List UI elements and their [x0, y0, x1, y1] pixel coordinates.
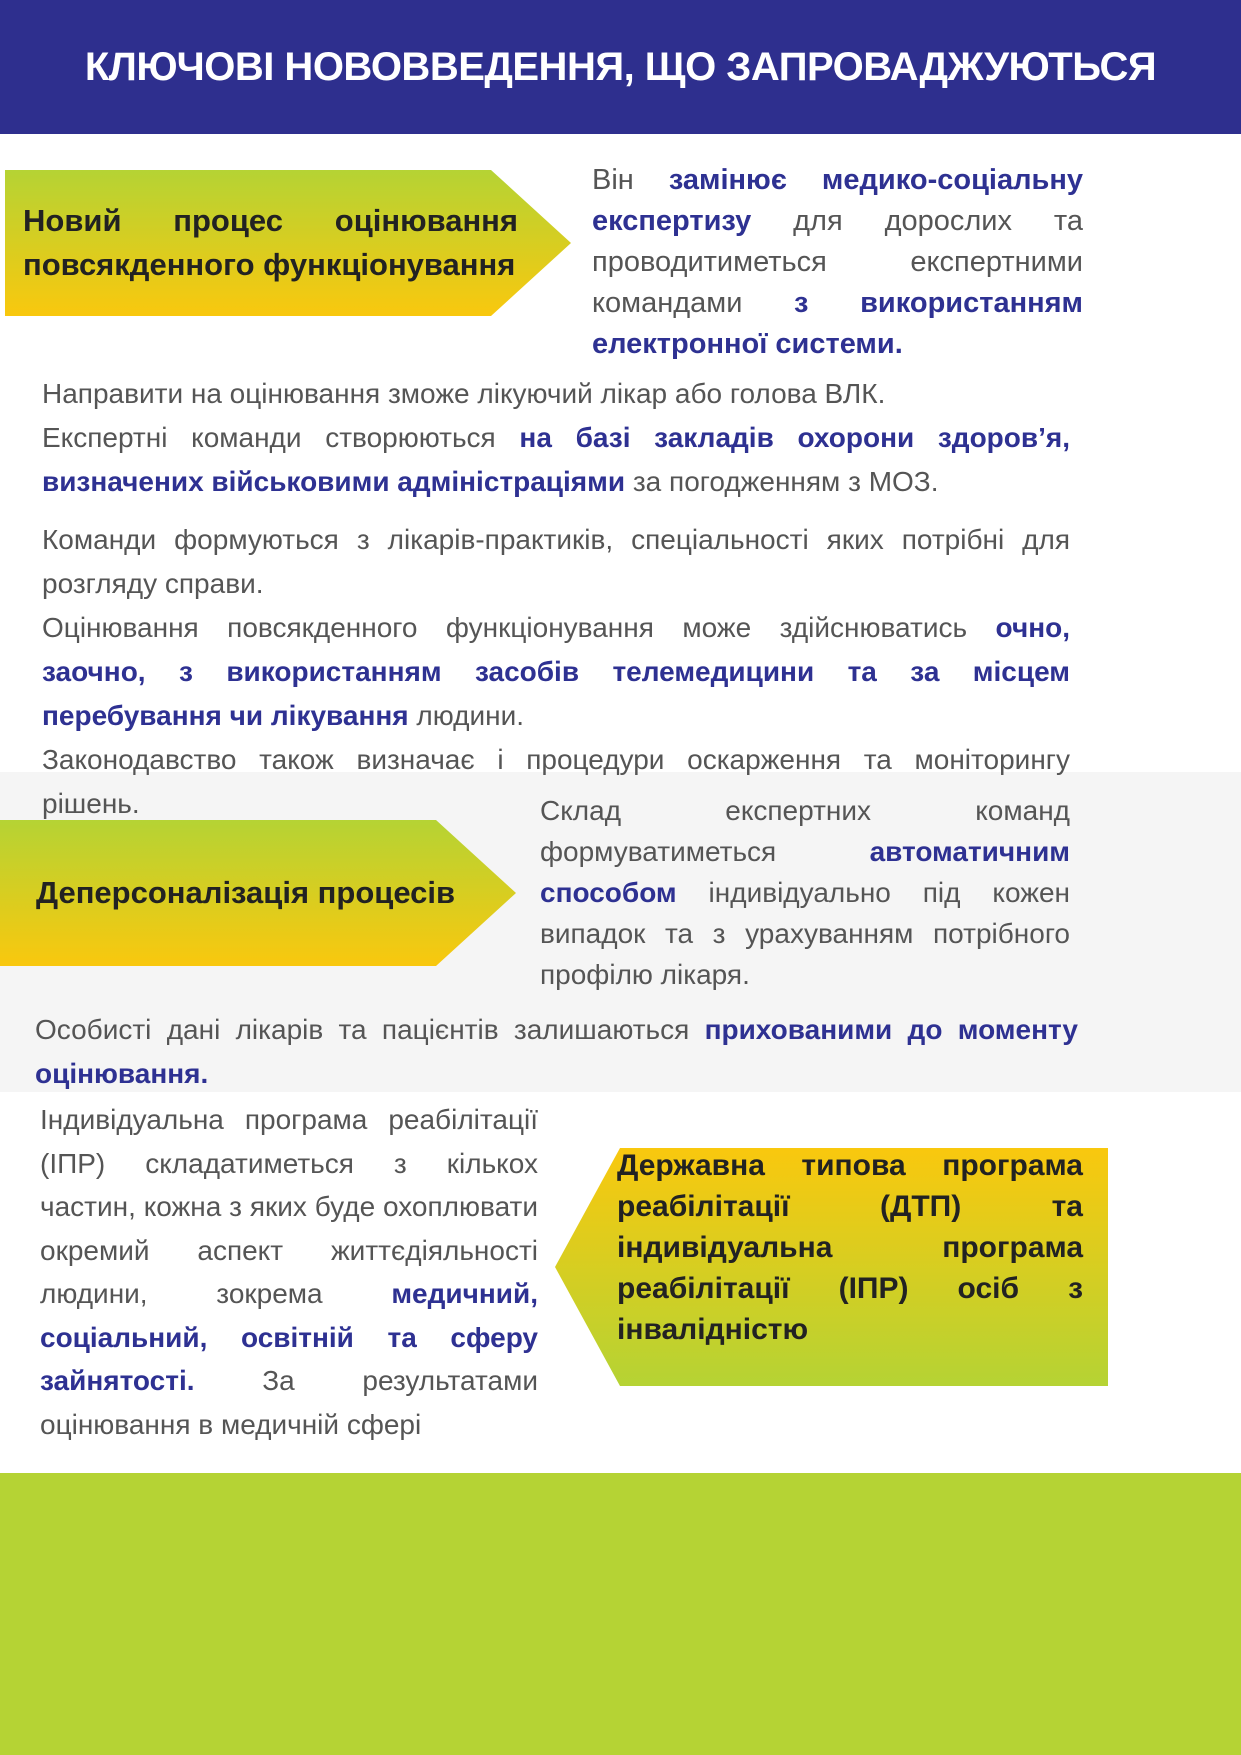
paragraph: Направити на оцінювання зможе лікуючий л…: [42, 372, 1070, 416]
footer-band: [0, 1473, 1241, 1755]
paragraph: Законодавство також визначає і процедури…: [42, 738, 1070, 826]
text-segment: за погодженням з МОЗ.: [625, 466, 939, 497]
text-segment: для дорослих та проводитиметься експертн…: [592, 205, 1083, 319]
text-segment: Експертні команди створюються: [42, 422, 520, 453]
text-segment: Індивідуальна програма реабілітації (ІПР…: [40, 1104, 538, 1309]
paragraph: Особисті дані лікарів та пацієнтів залиш…: [35, 1008, 1078, 1096]
page-header: КЛЮЧОВІ НОВОВВЕДЕННЯ, ЩО ЗАПРОВАДЖУЮТЬСЯ: [0, 0, 1241, 134]
paragraph: Експертні команди створюються на базі за…: [42, 416, 1070, 504]
emphasized-text: прихованими до моменту оцінювання.: [35, 1014, 1078, 1089]
text-segment: Особисті дані лікарів та пацієнтів залиш…: [35, 1014, 705, 1045]
arrow-label: Деперсоналізація процесів: [36, 875, 456, 910]
text-segment: Команди формуються з лікарів-практиків, …: [42, 524, 1070, 599]
paragraph: Він замінює медико-соціальну експертизу …: [592, 160, 1083, 365]
arrow-new-assessment-process: Новий процес оцінювання повсякденного фу…: [5, 170, 571, 316]
arrow-shape-right: [0, 820, 516, 966]
text-segment: Законодавство також визначає і процедури…: [42, 744, 1070, 819]
paragraph: Оцінювання повсякденного функціонування …: [42, 606, 1070, 738]
emphasized-text: з використанням електронної системи.: [592, 287, 1083, 360]
arrow-rehabilitation-programs: Державна типова програма реабілітації (Д…: [555, 1148, 1108, 1386]
arrow-label: Новий процес оцінювання повсякденного фу…: [23, 203, 518, 282]
emphasized-text: очно, заочно, з використанням засобів те…: [42, 612, 1070, 731]
text-segment: За результатами оцінювання в медичній сф…: [40, 1365, 538, 1440]
text-segment: Оцінювання повсякденного функціонування …: [42, 612, 996, 643]
text-segment: індивідуально під кожен випадок та з ура…: [540, 877, 1070, 990]
text-segment: людини.: [408, 700, 524, 731]
arrow-shape-right: [5, 170, 571, 316]
arrow-shape-left: [555, 1148, 1108, 1386]
arrow-label: Державна типова програма реабілітації (Д…: [617, 1148, 1083, 1346]
emphasized-text: замінює медико-соціальну експертизу: [592, 164, 1083, 237]
section1-side-text: Він замінює медико-соціальну експертизу …: [592, 160, 1083, 365]
section1-paragraphs: Направити на оцінювання зможе лікуючий л…: [42, 372, 1070, 826]
emphasized-text: медичний, соціальний, освітній та сферу …: [40, 1278, 538, 1396]
emphasized-text: на базі закладів охорони здоров’я, визна…: [42, 422, 1070, 497]
text-segment: Склад експертних команд формуватиметься: [540, 795, 1070, 867]
text-segment: Він: [592, 164, 669, 196]
section2-paragraph: Особисті дані лікарів та пацієнтів залиш…: [35, 1008, 1078, 1096]
paragraph: Індивідуальна програма реабілітації (ІПР…: [40, 1098, 538, 1446]
page-title: КЛЮЧОВІ НОВОВВЕДЕННЯ, ЩО ЗАПРОВАДЖУЮТЬСЯ: [84, 44, 1157, 89]
section2-side-text: Склад експертних команд формуватиметься …: [540, 790, 1070, 995]
paragraph: Склад експертних команд формуватиметься …: [540, 790, 1070, 995]
arrow-depersonalization: Деперсоналізація процесів: [0, 820, 516, 966]
paragraph: Команди формуються з лікарів-практиків, …: [42, 518, 1070, 606]
section3-side-text: Індивідуальна програма реабілітації (ІПР…: [40, 1098, 538, 1446]
text-segment: Направити на оцінювання зможе лікуючий л…: [42, 378, 886, 409]
emphasized-text: автоматичним способом: [540, 836, 1070, 908]
